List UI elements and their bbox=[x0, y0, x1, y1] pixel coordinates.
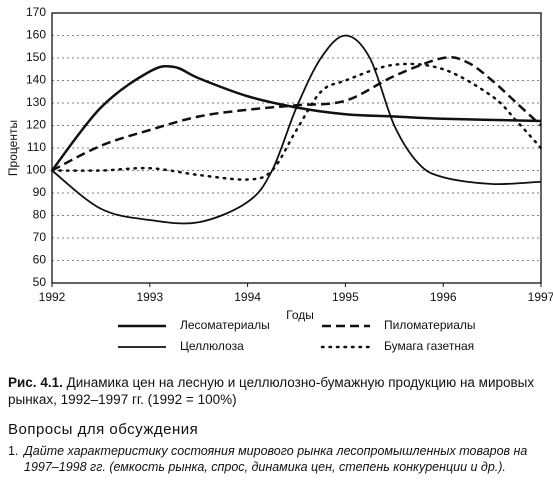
y-tick-label: 100 bbox=[26, 163, 46, 177]
legend-label: Пиломатериалы bbox=[384, 318, 476, 332]
y-tick-label: 170 bbox=[26, 5, 46, 19]
x-tick-label: 1992 bbox=[39, 290, 66, 304]
series-line bbox=[51, 55, 542, 172]
x-axis-title: Годы bbox=[286, 308, 314, 322]
y-axis-title: Проценты bbox=[6, 120, 20, 176]
series-line bbox=[51, 64, 542, 172]
legend-label: Бумага газетная bbox=[384, 339, 474, 353]
y-tick-label: 150 bbox=[26, 50, 46, 64]
y-tick-label: 140 bbox=[26, 73, 46, 87]
y-tick-label: 110 bbox=[27, 140, 46, 154]
y-tick-label: 60 bbox=[33, 253, 47, 267]
chart: Годы Проценты 50 60 70 80 90 100 110 120 130 140 1… bbox=[6, 5, 553, 353]
y-tick-label: 120 bbox=[26, 118, 46, 132]
question-text: Дайте характеристику состояния мирового … bbox=[24, 444, 528, 474]
y-tick-label: 70 bbox=[33, 230, 47, 244]
x-tick-label: 1994 bbox=[234, 290, 261, 304]
section-title: Вопросы для обсуждения bbox=[8, 421, 199, 438]
x-tick-label: 1993 bbox=[136, 290, 163, 304]
caption-text: Динамика цен на лесную и целлюлозно-бума… bbox=[8, 375, 535, 407]
y-tick-label: 160 bbox=[26, 28, 46, 42]
y-tick-label: 80 bbox=[33, 208, 47, 222]
legend-label: Лесоматериалы bbox=[180, 318, 270, 332]
legend-label: Целлюлоза bbox=[180, 339, 244, 353]
y-tick-label: 50 bbox=[33, 275, 47, 289]
caption: Рис. 4.1. Динамика цен на лесную и целлю… bbox=[8, 374, 548, 408]
series-line bbox=[50, 62, 543, 181]
series-line bbox=[51, 34, 542, 225]
x-tick-label: 1997 bbox=[528, 290, 553, 304]
y-tick-label: 90 bbox=[33, 185, 47, 199]
question: 1. Дайте характеристику состояния мировог… bbox=[8, 443, 553, 475]
y-tick-label: 130 bbox=[26, 95, 46, 109]
x-tick-label: 1996 bbox=[430, 290, 457, 304]
x-tick-label: 1995 bbox=[332, 290, 359, 304]
question-number: 1. bbox=[8, 444, 19, 458]
caption-label: Рис. 4.1. bbox=[8, 375, 63, 390]
